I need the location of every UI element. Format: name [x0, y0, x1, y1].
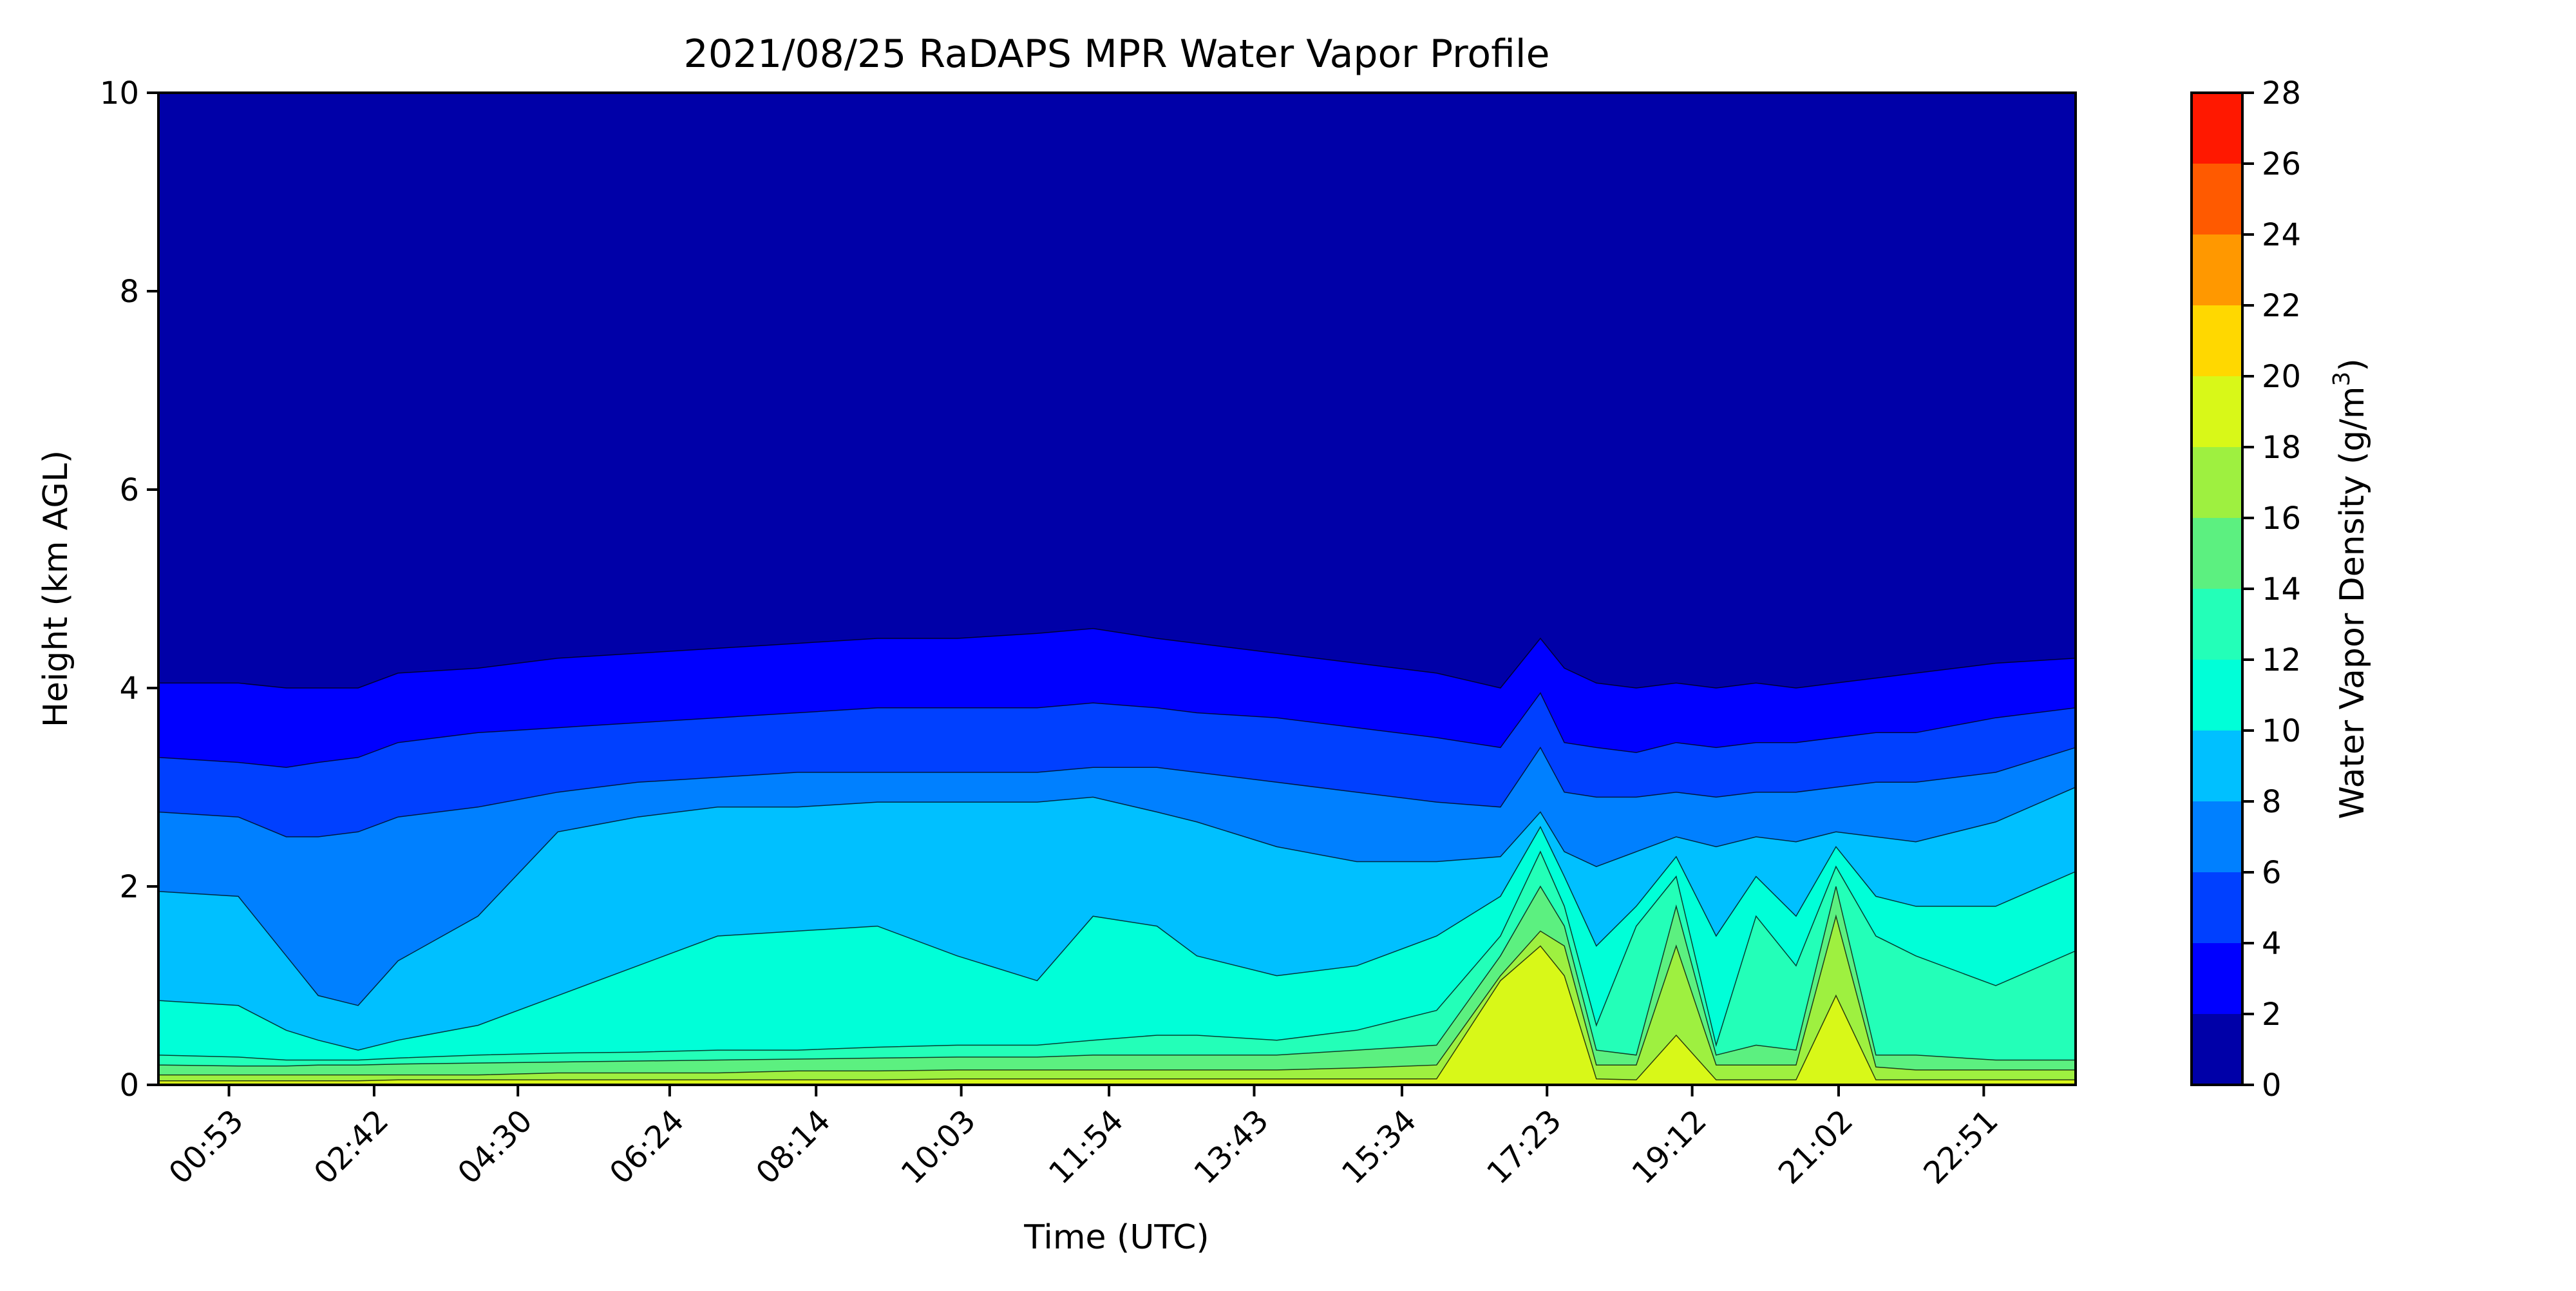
- y-tick-label: 6: [119, 472, 139, 508]
- colorbar-tick-label: 28: [2262, 75, 2301, 111]
- chart-title: 2021/08/25 RaDAPS MPR Water Vapor Profil…: [684, 32, 1550, 77]
- x-tick-label: 04:30: [451, 1103, 539, 1191]
- colorbar-segment: [2192, 1014, 2242, 1085]
- colorbar-tick-label: 22: [2262, 288, 2301, 324]
- colorbar-segment: [2192, 589, 2242, 660]
- x-tick-label: 15:34: [1335, 1103, 1423, 1191]
- colorbar-tick-label: 16: [2262, 501, 2301, 537]
- colorbar-tick-label: 10: [2262, 713, 2301, 749]
- x-tick-label: 22:51: [1917, 1103, 2005, 1191]
- x-tick-label: 06:24: [603, 1103, 691, 1191]
- colorbar-tick-label: 20: [2262, 359, 2301, 395]
- colorbar-tick-label: 6: [2262, 855, 2282, 891]
- y-tick-label: 4: [119, 671, 139, 707]
- y-tick-label: 8: [119, 274, 139, 310]
- plot-frame: [157, 91, 2077, 1086]
- colorbar-label: Water Vapor Density (g/m3): [2329, 358, 2372, 819]
- x-tick-label: 17:23: [1480, 1103, 1568, 1191]
- colorbar-tick-label: 4: [2262, 926, 2282, 962]
- y-tick-label: 10: [100, 75, 139, 111]
- x-tick-label: 08:14: [749, 1103, 837, 1191]
- colorbar-segment: [2192, 305, 2242, 376]
- x-axis-label: Time (UTC): [1023, 1218, 1209, 1257]
- colorbar-tick-label: 18: [2262, 430, 2301, 466]
- colorbar-segment: [2192, 447, 2242, 518]
- colorbar-tick-label: 2: [2262, 997, 2282, 1033]
- contour-band-12: [158, 850, 2076, 1085]
- x-tick-label: 10:03: [895, 1103, 983, 1191]
- colorbar-segment: [2192, 731, 2242, 801]
- colorbar-label-end: ): [2333, 358, 2372, 371]
- colorbar-segment: [2192, 943, 2242, 1014]
- colorbar-label-superscript: 3: [2329, 372, 2355, 387]
- y-tick-label: 0: [119, 1067, 139, 1104]
- colorbar-tick-label: 12: [2262, 642, 2301, 678]
- colorbar-segment: [2192, 93, 2242, 164]
- colorbar-segment: [2192, 872, 2242, 943]
- contour-band-16: [158, 914, 2076, 1085]
- colorbar-tick-label: 24: [2262, 217, 2301, 253]
- colorbar-segment: [2192, 660, 2242, 731]
- x-tick-label: 02:42: [307, 1103, 395, 1191]
- colorbar-tick-label: 14: [2262, 571, 2301, 607]
- x-tick-label: 00:53: [162, 1103, 250, 1191]
- y-axis-label: Height (km AGL): [37, 450, 75, 727]
- colorbar-segment: [2192, 164, 2242, 234]
- colorbar-segment: [2192, 518, 2242, 589]
- x-tick-label: 13:43: [1187, 1103, 1275, 1191]
- x-tick-label: 11:54: [1042, 1103, 1130, 1191]
- colorbar-segment: [2192, 234, 2242, 305]
- contour-layers: [158, 93, 2076, 1085]
- colorbar-tick-label: 8: [2262, 784, 2282, 820]
- y-axis: 0 2 4 6 8 10: [100, 75, 158, 1104]
- colorbar-tick-label: 26: [2262, 146, 2301, 182]
- x-axis: 00:53 02:42 04:30 06:24 08:14 10:03 11:54 13:43…: [162, 1085, 2005, 1191]
- colorbar-label-main: Water Vapor Density (g/m: [2333, 387, 2372, 819]
- x-tick-label: 21:02: [1772, 1103, 1860, 1191]
- contour-band-10: [158, 825, 2076, 1085]
- contour-band-18: [158, 945, 2076, 1085]
- colorbar-tick-label: 0: [2262, 1067, 2282, 1104]
- contour-band-14: [158, 885, 2076, 1085]
- colorbar-segment: [2192, 801, 2242, 872]
- colorbar-segment: [2192, 376, 2242, 447]
- y-tick-label: 2: [119, 869, 139, 905]
- x-tick-label: 19:12: [1625, 1103, 1714, 1191]
